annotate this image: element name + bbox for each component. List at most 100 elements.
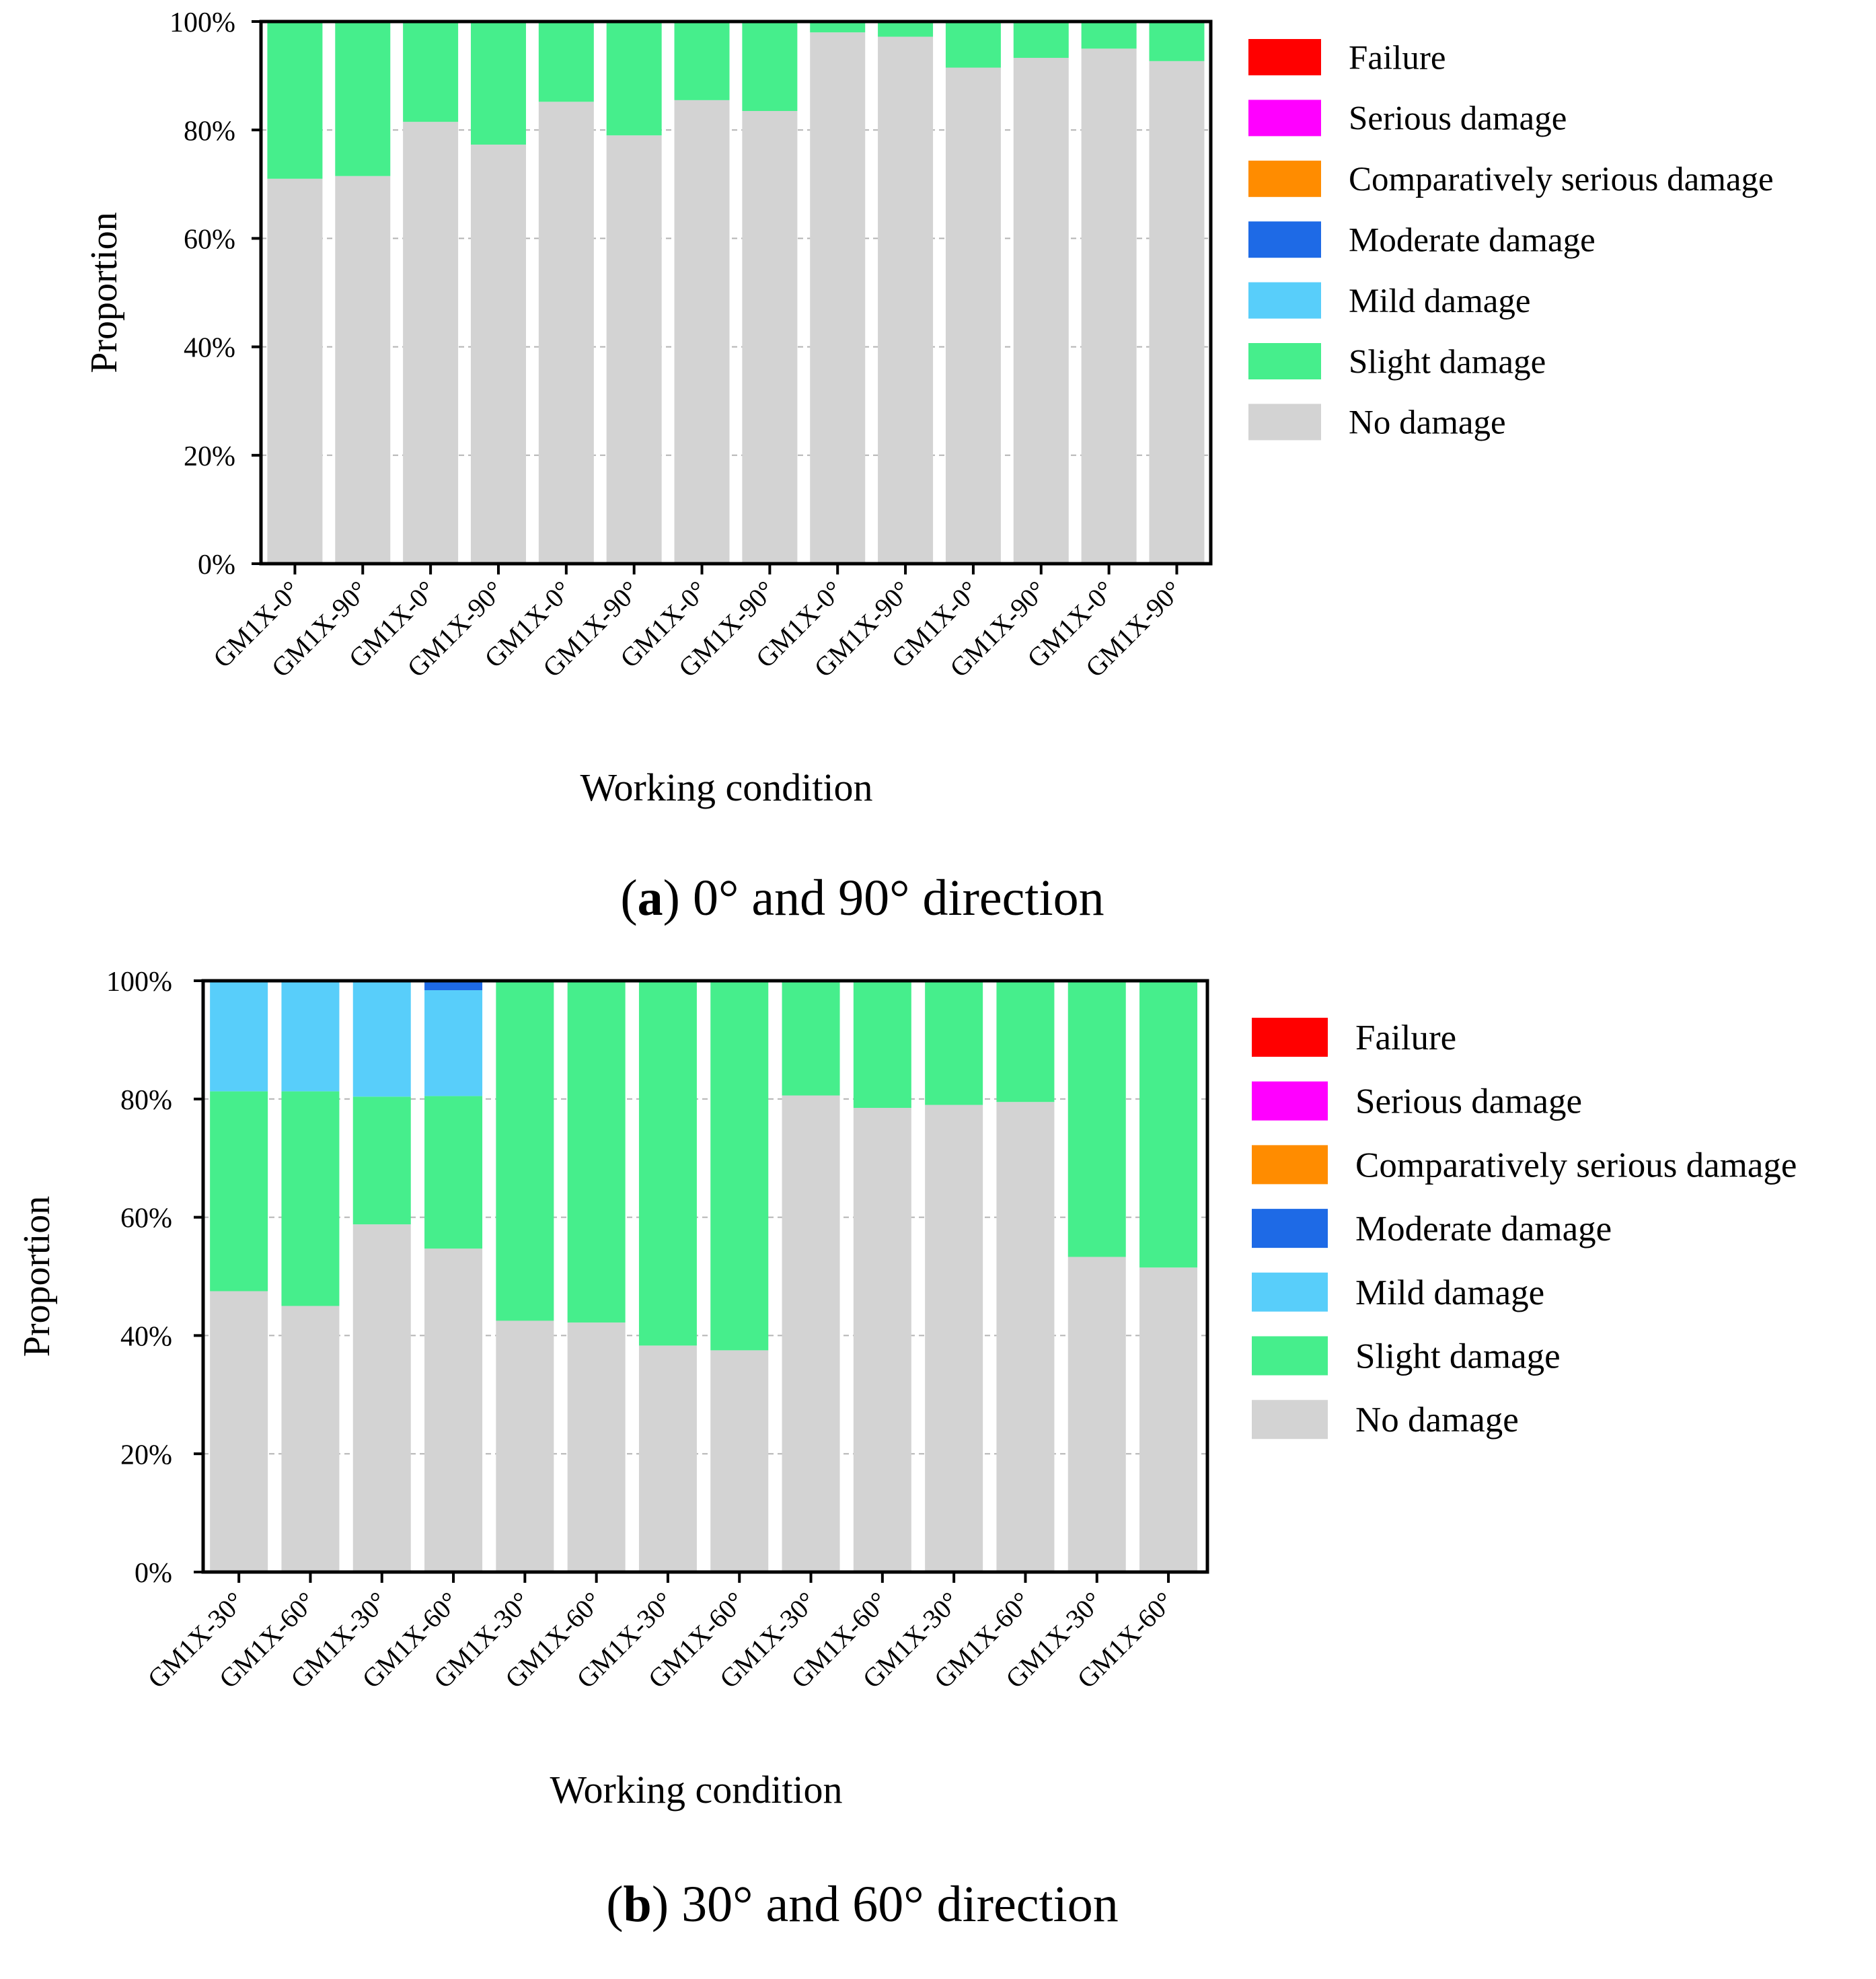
chart-a-legend-label-slight: Slight damage	[1349, 343, 1546, 381]
chart-a-legend-swatch-failure	[1247, 38, 1322, 77]
chart-b-bar-none-1	[210, 1291, 268, 1572]
chart-b-bar-slight-4	[424, 1096, 483, 1249]
chart-b-bar-none-7	[638, 1345, 697, 1572]
chart-a-legend-swatch-none	[1247, 402, 1322, 442]
chart-a-legend-swatch-moderate	[1247, 220, 1322, 260]
chart-a-y-ticks: 0% 20% 40% 60% 80% 100%	[170, 7, 261, 581]
chart-b-bar-slight-6	[567, 981, 626, 1323]
chart-b-bar-slight-13	[1067, 981, 1126, 1257]
chart-a-bar-none-13	[1081, 48, 1137, 564]
chart-b-x-axis-label: Working condition	[550, 1768, 842, 1812]
chart-a-bar-slight-9	[810, 22, 866, 33]
chart-b-bar-mild-3	[352, 981, 411, 1097]
chart-a-bar-none-9	[810, 32, 866, 564]
chart-a-y-tick-label: 20%	[184, 441, 235, 472]
chart-a-x-axis-label: Working condition	[580, 766, 872, 809]
chart-a-bar-slight-14	[1149, 22, 1205, 61]
chart-b-bar-slight-11	[925, 981, 983, 1105]
chart-b-y-ticks: 0% 20% 40% 60% 80% 100%	[106, 967, 203, 1589]
chart-b-bar-none-12	[996, 1102, 1055, 1572]
chart-a-bar-none-4	[470, 144, 526, 564]
chart-b-bars	[210, 981, 1198, 1572]
chart-b-y-tick-label: 40%	[120, 1322, 172, 1353]
chart-b-legend-label-failure: Failure	[1355, 1018, 1456, 1057]
chart-a-bar-slight-6	[606, 22, 662, 136]
chart-b-y-tick-label: 60%	[120, 1203, 172, 1234]
chart-b-bar-slight-10	[853, 981, 911, 1108]
chart-b-bar-slight-8	[710, 981, 769, 1351]
chart-a-bar-slight-4	[470, 22, 526, 145]
chart-a-bar-none-10	[878, 36, 934, 564]
chart-a-y-tick-label: 0%	[198, 550, 235, 581]
chart-a-legend-label-comparatively-serious: Comparatively serious damage	[1349, 161, 1774, 198]
chart-a-bar-slight-2	[335, 22, 391, 176]
chart-a-y-tick-label: 100%	[170, 7, 235, 38]
chart-a-caption-text: 0° and 90° direction	[680, 870, 1104, 926]
chart-b-bar-none-13	[1067, 1257, 1126, 1572]
chart-b-legend-label-serious: Serious damage	[1355, 1082, 1582, 1121]
chart-a-legend-label-none: No damage	[1349, 404, 1506, 442]
chart-b-legend-swatch-mild	[1250, 1271, 1329, 1313]
chart-a-plot-frame	[259, 20, 1213, 566]
chart-a-legend-label-moderate: Moderate damage	[1349, 222, 1596, 260]
chart-a-bar-slight-10	[878, 22, 934, 37]
chart-b-y-tick-label: 80%	[120, 1085, 172, 1116]
chart-b-legend-label-moderate: Moderate damage	[1355, 1209, 1612, 1248]
chart-b-bar-none-8	[710, 1350, 769, 1572]
chart-b-caption: (b) 30° and 60° direction	[606, 1876, 1119, 1933]
chart-b-bar-slight-2	[281, 1091, 340, 1306]
chart-b-bar-none-2	[281, 1306, 340, 1572]
chart-a-bar-none-12	[1013, 58, 1069, 564]
chart-b-legend-label-comparatively-serious: Comparatively serious damage	[1355, 1146, 1797, 1185]
chart-b-legend-swatch-serious	[1250, 1080, 1329, 1122]
chart-a-y-tick-label: 80%	[184, 116, 235, 147]
chart-b-legend-label-none: No damage	[1355, 1401, 1519, 1440]
chart-b-bar-moderate-4	[424, 981, 483, 991]
chart-a-y-tick-label: 40%	[184, 333, 235, 364]
chart-b-bar-slight-14	[1139, 981, 1198, 1268]
chart-a-legend: Failure Serious damage Comparatively serio…	[1247, 38, 1774, 442]
chart-b-bar-mild-2	[281, 981, 340, 1092]
chart-b-y-axis-label: Proportion	[16, 1196, 58, 1357]
chart-b-bar-slight-9	[782, 981, 840, 1096]
chart-a-bar-slight-12	[1013, 22, 1069, 59]
chart-a-legend-swatch-comparatively-serious	[1247, 159, 1322, 198]
chart-a-bar-none-14	[1149, 61, 1205, 564]
chart-a-bar-none-8	[742, 110, 798, 564]
chart-a-legend-label-failure: Failure	[1349, 39, 1446, 77]
chart-a-bar-slight-13	[1081, 22, 1137, 49]
chart-b-caption-text: 30° and 60° direction	[669, 1876, 1119, 1933]
chart-b-bar-slight-7	[638, 981, 697, 1346]
chart-b-bar-none-9	[782, 1095, 840, 1572]
chart-a-bar-slight-11	[945, 22, 1001, 68]
chart-b-legend-swatch-failure	[1250, 1016, 1329, 1058]
chart-b-legend-label-slight: Slight damage	[1355, 1337, 1561, 1376]
chart-a-legend-swatch-mild	[1247, 281, 1322, 320]
chart-a-bar-none-3	[403, 122, 459, 564]
chart-a-y-axis-label: Proportion	[83, 212, 125, 373]
chart-b-caption-letter: b	[624, 1876, 652, 1933]
chart-b-plot-frame	[201, 979, 1209, 1574]
chart-b-bar-none-14	[1139, 1267, 1198, 1572]
chart-a-caption: (a) 0° and 90° direction	[620, 870, 1104, 926]
chart-a-bar-none-5	[538, 102, 594, 564]
chart-a-x-ticks: GM1X-0°GM1X-90°GM1X-0°GM1X-90°GM1X-0°GM1…	[207, 564, 1188, 683]
chart-b-y-tick-label: 20%	[120, 1440, 172, 1470]
chart-a-bar-none-11	[945, 67, 1001, 564]
chart-a-bar-none-1	[267, 178, 323, 564]
chart-b-legend-swatch-moderate	[1250, 1207, 1329, 1250]
chart-a-legend-swatch-slight	[1247, 342, 1322, 381]
chart-b: 0% 20% 40% 60% 80% 100% GM1X-30°GM1X-60°GM1X-…	[16, 967, 1797, 1933]
chart-a-y-tick-label: 60%	[184, 225, 235, 256]
chart-b-legend-swatch-comparatively-serious	[1250, 1144, 1329, 1186]
chart-b-bar-none-6	[567, 1322, 626, 1572]
chart-b-bar-slight-12	[996, 981, 1055, 1103]
chart-a-legend-label-serious: Serious damage	[1349, 100, 1567, 138]
chart-b-bar-slight-5	[496, 981, 554, 1321]
chart-b-bar-none-10	[853, 1107, 911, 1572]
chart-b-legend-swatch-slight	[1250, 1335, 1329, 1377]
chart-b-y-tick-label: 100%	[106, 967, 172, 998]
chart-a-bar-slight-5	[538, 22, 594, 102]
chart-b-bar-mild-1	[210, 981, 268, 1092]
